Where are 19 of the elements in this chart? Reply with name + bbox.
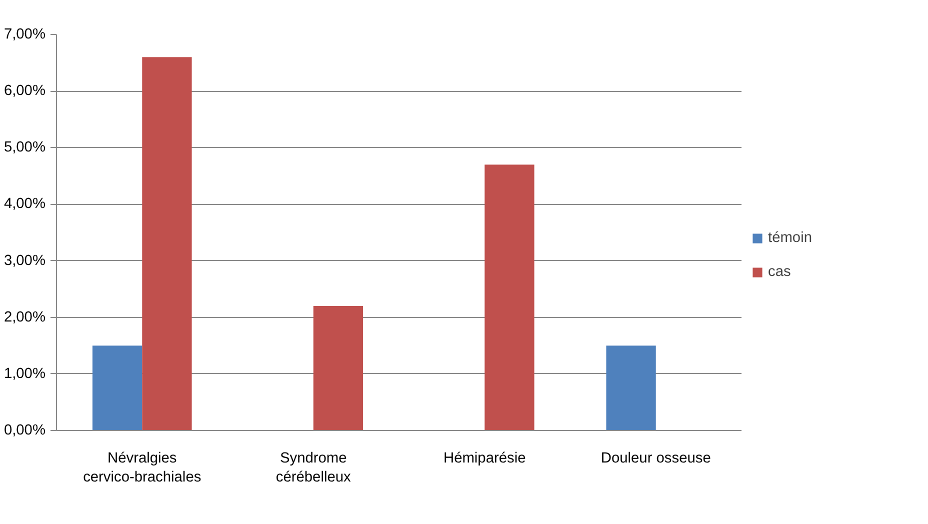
y-tick-label: 5,00%	[4, 140, 46, 156]
y-tick-label: 0,00%	[4, 422, 46, 438]
x-tick-label: Névralgies cervico-brachiales	[83, 450, 202, 486]
y-tick-label: 6,00%	[4, 83, 46, 100]
y-tick-label: 7,00%	[4, 26, 46, 42]
bar	[313, 306, 364, 430]
bar	[92, 346, 142, 430]
y-tick-label: 2,00%	[4, 309, 46, 326]
bar	[606, 346, 656, 430]
x-tick-label: Douleur osseuse	[600, 450, 711, 466]
y-tick-label: 1,00%	[4, 366, 46, 382]
legend-label: cas	[768, 264, 791, 280]
x-tick-label: Hémiparésie	[443, 450, 526, 466]
bar	[142, 57, 192, 430]
bar	[484, 164, 534, 430]
x-tick-label: Syndrome cérébelleux	[276, 450, 352, 486]
y-tick-label: 3,00%	[4, 252, 46, 269]
legend-label: témoin	[768, 230, 812, 246]
y-tick-label: 4,00%	[4, 196, 46, 212]
